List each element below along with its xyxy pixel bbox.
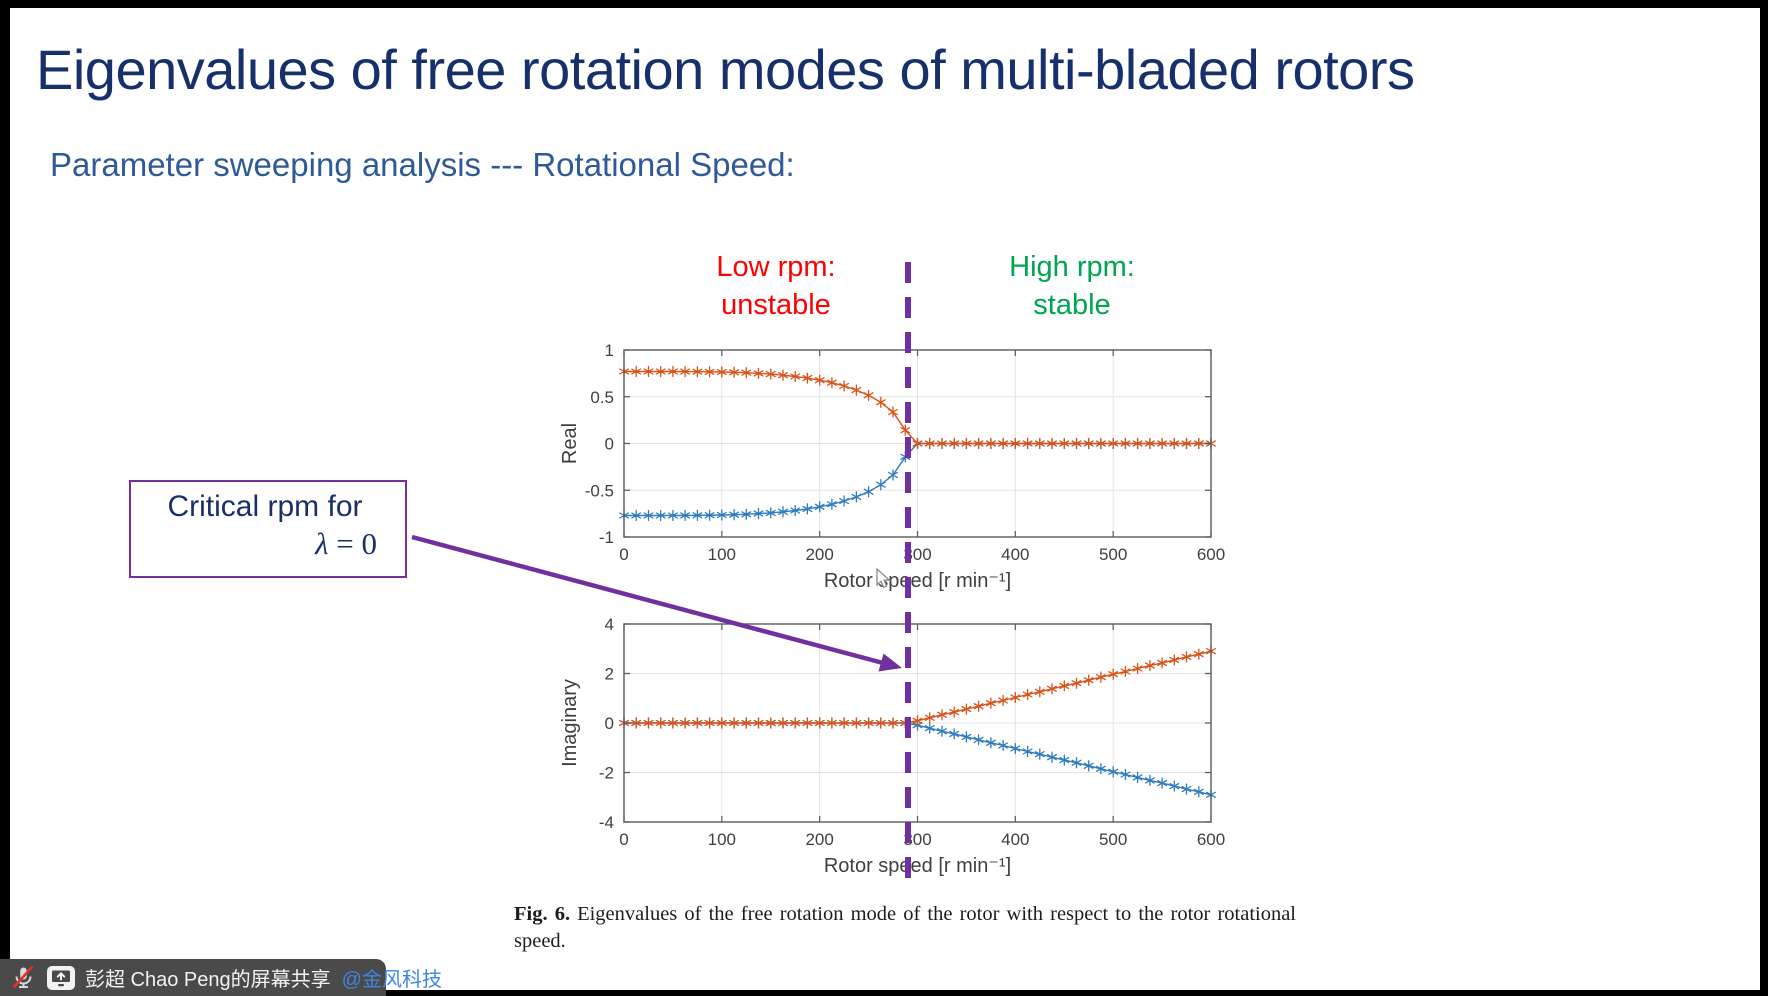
figure-caption: Fig. 6. Eigenvalues of the free rotation … xyxy=(514,901,1296,956)
share-bar-mention: @金风科技 xyxy=(341,969,442,991)
y-tick-label: -1 xyxy=(599,528,614,547)
critical-rpm-equation: λ = 0 xyxy=(131,526,405,562)
share-bar-text: 彭超 Chao Peng的屏幕共享 xyxy=(85,969,331,991)
real-part-chart: 0 100 200 300 400 500 600 -1 -0.5 0 0.5 1 Rotor spee… xyxy=(538,330,1278,596)
y-tick-label: 0.5 xyxy=(590,388,614,407)
y-tick-label: 1 xyxy=(605,341,614,360)
lambda-symbol: λ xyxy=(315,526,329,561)
x-tick-label: 0 xyxy=(619,830,628,849)
imaginary-xaxis-label: Rotor speed [r min⁻¹] xyxy=(824,855,1011,877)
x-tick-label: 400 xyxy=(1001,545,1029,564)
x-tick-label: 300 xyxy=(903,830,931,849)
page-title: Eigenvalues of free rotation modes of mu… xyxy=(36,38,1415,101)
eigenvalue-positive-branch-real xyxy=(619,365,1216,450)
x-tick-label: 500 xyxy=(1099,545,1127,564)
imaginary-yaxis-label: Imaginary xyxy=(559,679,581,767)
imaginary-chart-svg: 0 100 200 300 400 500 600 -4 -2 0 2 4 Rotor speed [r… xyxy=(559,615,1225,877)
x-tick-label: 100 xyxy=(708,830,736,849)
critical-rpm-text: Critical rpm for xyxy=(167,490,363,523)
share-icon-stand xyxy=(58,983,64,986)
x-tick-label: 500 xyxy=(1099,830,1127,849)
x-tick-label: 200 xyxy=(805,545,833,564)
mic-muted-icon xyxy=(12,965,34,989)
screen-share-icon xyxy=(47,965,75,990)
high-rpm-line1: High rpm: xyxy=(1009,251,1135,283)
x-tick-label: 0 xyxy=(619,545,628,564)
eigenvalue-positive-branch-imag xyxy=(619,645,1216,729)
real-xaxis-label: Rotor speed [r min⁻¹] xyxy=(824,570,1011,592)
x-tick-label: 200 xyxy=(805,830,833,849)
slide: Eigenvalues of free rotation modes of mu… xyxy=(10,8,1760,990)
mic-muted-slash xyxy=(12,965,34,989)
low-rpm-label: Low rpm: unstable xyxy=(646,248,906,324)
real-chart-svg: 0 100 200 300 400 500 600 -1 -0.5 0 0.5 1 Rotor spee… xyxy=(559,341,1225,592)
x-tick-label: 600 xyxy=(1197,830,1225,849)
imaginary-part-chart: 0 100 200 300 400 500 600 -4 -2 0 2 4 Rotor speed [r… xyxy=(538,602,1278,878)
x-tick-label: 100 xyxy=(708,545,736,564)
figure-caption-text: Eigenvalues of the free rotation mode of… xyxy=(514,903,1297,953)
high-rpm-label: High rpm: stable xyxy=(942,248,1202,324)
x-tick-label: 600 xyxy=(1197,545,1225,564)
equation-rest: = 0 xyxy=(328,526,377,561)
critical-rpm-callout: Critical rpm for λ = 0 xyxy=(129,480,407,578)
low-rpm-line2: unstable xyxy=(721,289,831,321)
y-tick-label: -4 xyxy=(599,813,614,832)
y-tick-label: 4 xyxy=(605,615,614,634)
y-tick-label: 2 xyxy=(605,665,614,684)
y-tick-label: -2 xyxy=(599,764,614,783)
x-tick-label: 400 xyxy=(1001,830,1029,849)
y-tick-label: 0 xyxy=(605,714,614,733)
high-rpm-line2: stable xyxy=(1033,289,1111,321)
y-tick-label: -0.5 xyxy=(585,481,614,500)
y-tick-label: 0 xyxy=(605,435,614,454)
screen-share-bar: 彭超 Chao Peng的屏幕共享 @金风科技 xyxy=(0,959,442,996)
low-rpm-line1: Low rpm: xyxy=(716,251,836,283)
real-yaxis-label: Real xyxy=(559,423,581,464)
share-icon-up-arrow xyxy=(56,971,66,980)
figure-caption-label: Fig. 6. xyxy=(514,903,571,925)
slide-subtitle: Parameter sweeping analysis --- Rotation… xyxy=(50,146,795,183)
x-tick-label: 300 xyxy=(903,545,931,564)
